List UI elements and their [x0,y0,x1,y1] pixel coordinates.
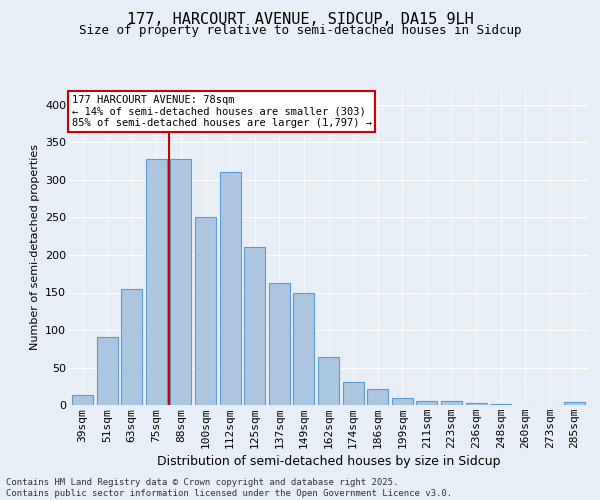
Bar [121,288,142,405]
Bar [392,398,413,405]
Bar [269,282,290,405]
Bar [564,402,585,405]
Text: Size of property relative to semi-detached houses in Sidcup: Size of property relative to semi-detach… [79,24,521,37]
Bar [220,172,241,405]
Text: 177, HARCOURT AVENUE, SIDCUP, DA15 9LH: 177, HARCOURT AVENUE, SIDCUP, DA15 9LH [127,12,473,28]
Y-axis label: Number of semi-detached properties: Number of semi-detached properties [29,144,40,350]
Bar [367,389,388,405]
Text: Contains HM Land Registry data © Crown copyright and database right 2025.
Contai: Contains HM Land Registry data © Crown c… [6,478,452,498]
Bar [97,337,118,405]
Text: 177 HARCOURT AVENUE: 78sqm
← 14% of semi-detached houses are smaller (303)
85% o: 177 HARCOURT AVENUE: 78sqm ← 14% of semi… [71,94,371,128]
Bar [490,404,511,405]
Bar [170,159,191,405]
Bar [416,401,437,405]
Bar [146,159,167,405]
Bar [293,292,314,405]
Bar [195,218,216,405]
Bar [466,403,487,405]
Bar [244,246,265,405]
X-axis label: Distribution of semi-detached houses by size in Sidcup: Distribution of semi-detached houses by … [157,455,500,468]
Bar [318,357,339,405]
Bar [343,382,364,405]
Bar [72,395,93,405]
Bar [441,401,462,405]
